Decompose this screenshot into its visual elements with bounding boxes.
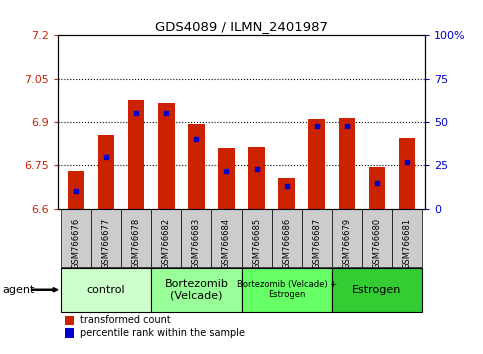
Bar — [332, 209, 362, 267]
Text: percentile rank within the sample: percentile rank within the sample — [80, 328, 245, 338]
Bar — [65, 328, 74, 338]
Bar — [242, 209, 271, 267]
Bar — [98, 135, 114, 209]
Bar — [65, 315, 74, 325]
Text: Estrogen: Estrogen — [352, 285, 401, 295]
Bar — [271, 209, 302, 267]
Text: GSM766680: GSM766680 — [372, 217, 382, 269]
Text: agent: agent — [2, 285, 35, 295]
Text: GSM766686: GSM766686 — [282, 217, 291, 269]
Bar — [302, 209, 332, 267]
Bar — [61, 209, 91, 267]
Bar — [392, 209, 422, 267]
Text: control: control — [87, 285, 126, 295]
Bar — [369, 167, 385, 209]
Text: GSM766676: GSM766676 — [71, 217, 81, 269]
Bar — [242, 268, 332, 312]
Text: GSM766678: GSM766678 — [132, 217, 141, 269]
Text: Bortezomib
(Velcade): Bortezomib (Velcade) — [164, 279, 228, 301]
Title: GDS4089 / ILMN_2401987: GDS4089 / ILMN_2401987 — [155, 20, 328, 33]
Bar — [158, 103, 174, 209]
Bar — [278, 178, 295, 209]
Text: GSM766685: GSM766685 — [252, 217, 261, 269]
Bar — [151, 268, 242, 312]
Text: GSM766684: GSM766684 — [222, 217, 231, 269]
Bar — [218, 148, 235, 209]
Bar — [68, 171, 85, 209]
Bar — [248, 147, 265, 209]
Bar — [309, 119, 325, 209]
Bar — [91, 209, 121, 267]
Text: GSM766681: GSM766681 — [402, 217, 412, 269]
Text: GSM766677: GSM766677 — [101, 217, 111, 269]
Bar — [332, 268, 422, 312]
Text: Bortezomib (Velcade) +
Estrogen: Bortezomib (Velcade) + Estrogen — [237, 280, 337, 299]
Text: GSM766687: GSM766687 — [312, 217, 321, 269]
Bar — [212, 209, 242, 267]
Bar — [121, 209, 151, 267]
Bar — [188, 124, 205, 209]
Text: GSM766682: GSM766682 — [162, 217, 171, 269]
Bar — [181, 209, 212, 267]
Bar — [128, 101, 144, 209]
Bar — [398, 138, 415, 209]
Bar — [61, 268, 151, 312]
Text: GSM766683: GSM766683 — [192, 217, 201, 269]
Text: transformed count: transformed count — [80, 315, 170, 325]
Text: GSM766679: GSM766679 — [342, 217, 351, 269]
Bar — [362, 209, 392, 267]
Bar — [339, 118, 355, 209]
Bar — [151, 209, 181, 267]
